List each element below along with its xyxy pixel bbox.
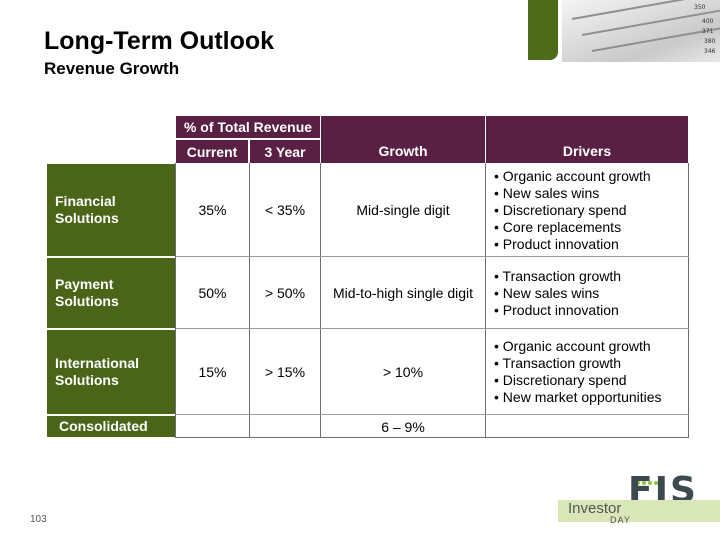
investor-day-banner — [558, 500, 720, 522]
grid-line — [485, 163, 486, 438]
drivers-list: Organic account growth New sales wins Di… — [494, 168, 651, 253]
drivers-list: Transaction growth New sales wins Produc… — [494, 268, 622, 319]
row-label-line: Solutions — [55, 210, 119, 226]
cell-consolidated-drivers — [486, 416, 688, 437]
investor-label: Investor — [568, 500, 622, 517]
row-label-line: International — [55, 355, 140, 371]
grid-line — [249, 163, 250, 438]
header-growth-label: Growth — [378, 143, 428, 159]
header-drivers: Drivers — [486, 116, 688, 163]
cell-current: 35% — [176, 164, 249, 256]
cell-current: 50% — [176, 258, 249, 328]
cell-3-year: > 50% — [250, 258, 320, 328]
cell-drivers: Transaction growth New sales wins Produc… — [486, 258, 688, 328]
row-label-international: International Solutions — [47, 330, 175, 414]
cell-growth: > 10% — [321, 330, 485, 414]
row-label-line: Solutions — [55, 293, 119, 309]
green-tab — [528, 0, 558, 60]
page-number: 103 — [30, 514, 47, 525]
driver-item: Organic account growth — [494, 168, 651, 185]
cell-growth: Mid-single digit — [321, 164, 485, 256]
cell-consolidated-growth: 6 – 9% — [321, 416, 485, 437]
driver-item: Transaction growth — [494, 268, 622, 285]
stock-board-image: 350 400 371 380 346 — [562, 0, 720, 62]
cell-drivers: Organic account growth Transaction growt… — [486, 330, 688, 414]
row-label-consolidated: Consolidated — [47, 416, 175, 437]
board-number: 371 — [702, 28, 714, 35]
board-number: 400 — [702, 18, 714, 25]
driver-item: Transaction growth — [494, 355, 662, 372]
grid-line — [176, 414, 689, 415]
cell-drivers: Organic account growth New sales wins Di… — [486, 164, 688, 256]
driver-item: New sales wins — [494, 285, 621, 302]
grid-line — [175, 163, 176, 438]
row-label-line: Financial — [55, 193, 116, 209]
driver-item: Core replacements — [494, 219, 651, 236]
cell-3-year: > 15% — [250, 330, 320, 414]
row-label-line: Solutions — [55, 372, 119, 388]
row-label-financial: Financial Solutions — [47, 164, 175, 256]
row-label-payment: Payment Solutions — [47, 258, 175, 328]
slide-title: Long-Term Outlook — [44, 27, 275, 55]
drivers-list: Organic account growth Transaction growt… — [494, 338, 662, 406]
driver-item: Discretionary spend — [494, 202, 651, 219]
board-number: 346 — [704, 48, 716, 55]
grid-line — [176, 256, 689, 257]
cell-consolidated-3-year — [250, 416, 320, 437]
board-number: 380 — [704, 38, 716, 45]
grid-line — [688, 163, 689, 438]
driver-item: Organic account growth — [494, 338, 662, 355]
cell-consolidated-current — [176, 416, 249, 437]
board-number: 350 — [694, 4, 706, 11]
driver-item: Product innovation — [494, 236, 651, 253]
cell-3-year: < 35% — [250, 164, 320, 256]
grid-line — [320, 163, 321, 438]
driver-item: Discretionary spend — [494, 372, 662, 389]
logo-dots — [636, 472, 660, 490]
slide-subtitle: Revenue Growth — [44, 59, 180, 78]
driver-item: Product innovation — [494, 302, 621, 319]
header-photo: 350 400 371 380 346 — [528, 0, 720, 62]
cell-current: 15% — [176, 330, 249, 414]
header-pct-total: % of Total Revenue — [176, 116, 320, 138]
header-3-year: 3 Year — [250, 140, 320, 163]
grid-line — [176, 437, 689, 438]
driver-item: New sales wins — [494, 185, 651, 202]
driver-item: New market opportunities — [494, 389, 662, 406]
header-growth: Growth — [321, 116, 485, 163]
header-current: Current — [176, 140, 248, 163]
cell-growth: Mid-to-high single digit — [321, 258, 485, 328]
grid-line — [176, 328, 689, 329]
day-label: DAY — [610, 515, 631, 525]
row-label-line: Payment — [55, 276, 114, 292]
header-drivers-label: Drivers — [562, 143, 612, 159]
